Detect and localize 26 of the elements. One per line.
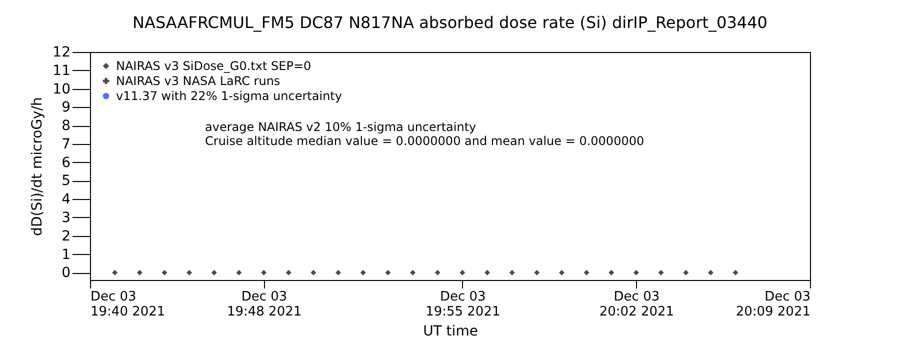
x-tick-label: Dec 03 20:02 2021	[599, 290, 674, 320]
chart-title: NASAAFRCMUL_FM5 DC87 N817NA absorbed dose rate (Si) dirIP_Report_03440	[132, 13, 768, 32]
annotation: average NAIRAS v2 10% 1-sigma uncertainty	[205, 120, 476, 134]
x-tick-label: Dec 03 20:09 2021	[736, 290, 810, 320]
y-tick-label: 11	[52, 62, 70, 79]
x-tick-label: Dec 03 19:40 2021	[90, 290, 166, 320]
x-tick-label: Dec 03 19:55 2021	[426, 290, 500, 320]
annotation: Cruise altitude median value = 0.0000000 and mean value = 0.0000000	[205, 134, 644, 148]
y-tick-label: 12	[52, 44, 70, 60]
y-tick-label: 6	[62, 154, 71, 171]
y-tick-label: 4	[62, 192, 71, 208]
y-tick-label: 2	[62, 228, 70, 244]
y-tick-label: 3	[62, 210, 70, 226]
y-tick-label: 9	[62, 100, 70, 116]
y-tick-label: 0	[62, 265, 70, 282]
legend-label: NAIRAS v3 SiDose_G0.txt SEP=0	[116, 59, 312, 73]
y-tick-label: 7	[62, 136, 70, 152]
y-tick-label: 10	[52, 81, 70, 98]
y-tick-label: 5	[62, 173, 70, 190]
legend-label: v11.37 with 22% 1-sigma uncertainty	[116, 89, 342, 103]
x-axis-title: UT time	[423, 324, 478, 340]
y-tick-label: 1	[62, 246, 70, 263]
y-tick-label: 8	[62, 118, 70, 134]
x-tick-label: Dec 03 19:48 2021	[226, 290, 302, 320]
y-axis-title: dD(Si)/dt microGy/h	[30, 97, 46, 236]
legend-label: NAIRAS v3 NASA LaRC runs	[116, 74, 280, 88]
